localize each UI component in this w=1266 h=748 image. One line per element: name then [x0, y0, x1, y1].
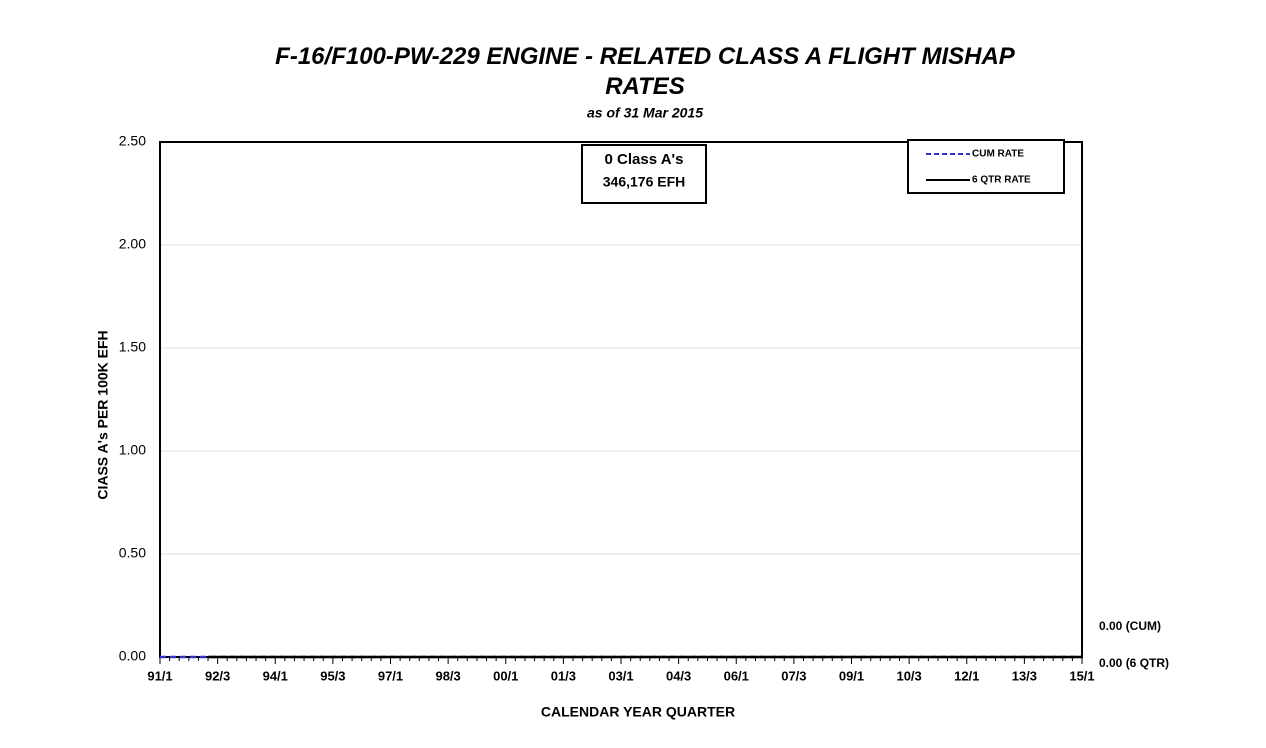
x-tick-label: 07/3: [781, 668, 806, 683]
legend-label: CUM RATE: [972, 149, 1024, 160]
x-tick-label: 01/3: [551, 668, 576, 683]
legend-label: 6 QTR RATE: [972, 175, 1031, 186]
x-tick-label: 92/3: [205, 668, 230, 683]
x-tick-label: 09/1: [839, 668, 864, 683]
x-tick-label: 91/1: [147, 668, 172, 683]
x-tick-label: 94/1: [263, 668, 288, 683]
annotation-box: [581, 144, 707, 204]
x-axis-title: CALENDAR YEAR QUARTER: [541, 704, 735, 720]
y-tick-label: 2.50: [119, 133, 146, 149]
y-tick-label: 0.00: [119, 648, 146, 664]
chart-subtitle: as of 31 Mar 2015: [587, 105, 703, 121]
y-axis-title: CIASS A's PER 100K EFH: [95, 330, 111, 499]
legend-box: [907, 139, 1065, 194]
chart-title: F-16/F100-PW-229 ENGINE - RELATED CLASS …: [275, 43, 1016, 100]
x-tick-label: 12/1: [954, 668, 979, 683]
x-tick-label: 97/1: [378, 668, 403, 683]
end-label: 0.00 (6 QTR): [1099, 656, 1169, 670]
x-tick-label: 95/3: [320, 668, 345, 683]
x-tick-label: 00/1: [493, 668, 518, 683]
x-tick-label: 15/1: [1069, 668, 1094, 683]
x-tick-label: 03/1: [608, 668, 633, 683]
x-tick-label: 10/3: [896, 668, 921, 683]
x-tick-label: 13/3: [1012, 668, 1037, 683]
x-tick-label: 98/3: [435, 668, 460, 683]
y-tick-label: 1.50: [119, 339, 146, 355]
y-tick-label: 2.00: [119, 236, 146, 252]
x-tick-label: 06/1: [724, 668, 749, 683]
y-tick-label: 1.00: [119, 442, 146, 458]
annotation: 346,176 EFH: [603, 174, 686, 190]
annotation: 0 Class A's: [605, 151, 684, 168]
x-tick-label: 04/3: [666, 668, 691, 683]
y-tick-label: 0.50: [119, 545, 146, 561]
end-label: 0.00 (CUM): [1099, 619, 1161, 633]
